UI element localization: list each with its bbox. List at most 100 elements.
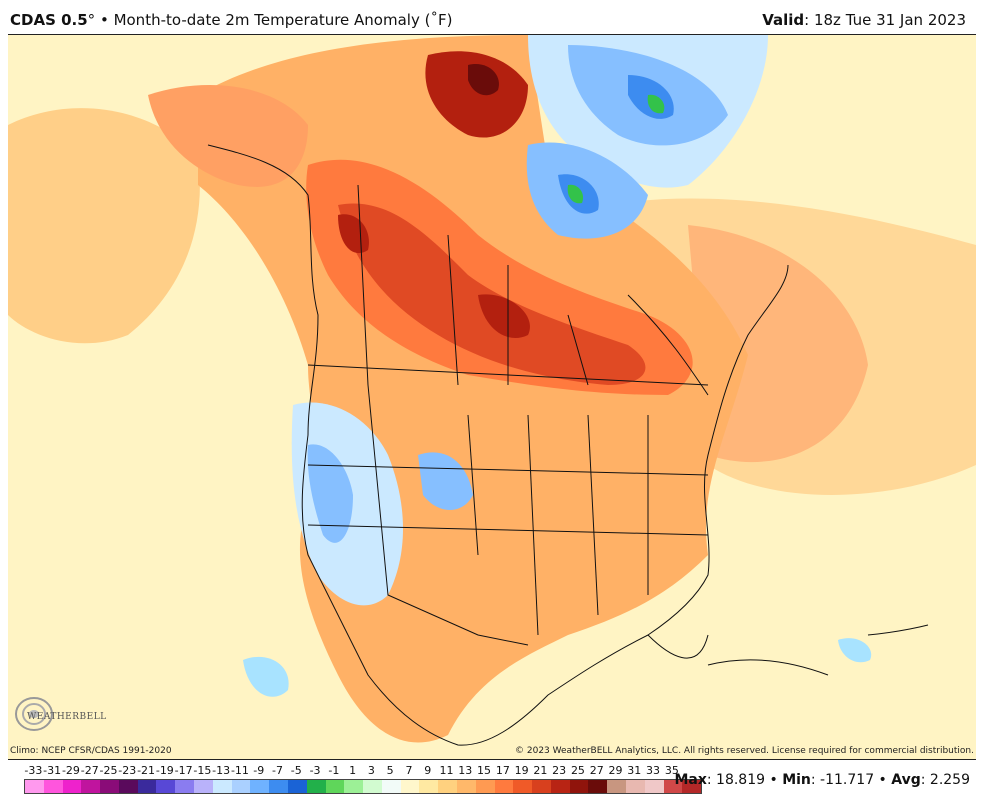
max-value: : 18.819 • [706,772,783,788]
legend-swatch [550,780,570,793]
west-us-colder-anomaly [307,444,353,543]
min-label: Min [782,772,811,788]
legend-swatch [43,780,63,793]
legend-swatch [400,780,420,793]
weatherbell-logo: WEATHERBELL [12,694,106,736]
legend-swatch [588,780,608,793]
climo-note: Climo: NCEP CFSR/CDAS 1991-2020 [10,746,172,756]
pacific-cold-patch [243,656,289,697]
valid-label: Valid [762,11,805,29]
legend-swatch [569,780,589,793]
legend-tick-label: 21 [533,764,548,777]
legend-swatch [344,780,364,793]
legend-swatch [81,780,101,793]
pacific-warm-region [8,108,200,344]
legend-tick-label: -5 [290,764,302,777]
legend-tick-label: -15 [193,764,212,777]
legend-swatch [194,780,213,793]
anomaly-map [8,34,976,760]
legend-swatch [212,780,232,793]
legend-tick-label: -27 [80,764,99,777]
logo-text: WEATHERBELL [27,712,107,722]
legend-swatch [532,780,551,793]
legend-tick-label: -11 [230,764,249,777]
legend-tick-label: -21 [137,764,156,777]
legend-swatch [25,780,44,793]
legend-tick-label: -7 [272,764,283,777]
arctic-peak-anomaly [468,64,499,96]
valid-value: : 18z Tue 31 Jan 2023 [804,11,966,29]
legend-tick-label: 27 [589,764,604,777]
legend-tick-label: -19 [155,764,174,777]
legend-tick-label: 13 [458,764,473,777]
legend-tick-label: -17 [174,764,193,777]
legend-tick-label: -9 [253,764,265,777]
avg-value: : 2.259 [920,772,970,788]
baffin-green-anomaly [567,184,584,204]
legend-swatch [118,780,138,793]
legend-swatch [456,780,476,793]
arctic-extreme-anomaly [425,51,528,138]
legend-swatch [100,780,119,793]
legend-tick-label: -3 [309,764,321,777]
rockies-cold-anomaly [418,452,473,510]
legend-labels: -33 -31 -29 -27 -25 -23 -21 -19 -17 -15 -13 -11 -9 -7… [14,764,714,778]
legend-tick-label: 9 [424,764,432,777]
legend-swatch [287,780,307,793]
legend-swatch [438,780,457,793]
avg-label: Avg [891,772,921,788]
title-separator: • [95,11,114,29]
min-value: : -11.717 • [810,772,892,788]
product-name: Month-to-date 2m Temperature Anomaly (˚F… [113,11,453,29]
legend-tick-label: 29 [608,764,623,777]
degree-symbol: ° [87,11,96,29]
legend-tick-label: -29 [61,764,80,777]
stats-readout: Max: 18.819 • Min: -11.717 • Avg: 2.259 [674,772,970,788]
legend-tick-label: 19 [514,764,529,777]
logo-swirl-icon [15,697,53,731]
legend-tick-label: 31 [627,764,642,777]
legend-swatch [663,780,683,793]
model-name: CDAS 0.5 [10,11,88,29]
legend-tick-label: 17 [495,764,510,777]
map-title: CDAS 0.5° • Month-to-date 2m Temperature… [10,11,452,29]
legend-swatch [325,780,345,793]
legend-swatch [231,780,251,793]
legend-tick-label: -25 [99,764,118,777]
header: CDAS 0.5° • Month-to-date 2m Temperature… [0,0,984,34]
legend-swatch [306,780,326,793]
legend-tick-label: -23 [118,764,137,777]
legend-tick-label: 35 [664,764,679,777]
legend-swatch [682,780,702,793]
legend-tick-label: 1 [349,764,357,777]
legend-swatch [381,780,401,793]
map-boundaries [207,144,929,746]
legend-swatch [475,780,495,793]
legend-tick-label: -31 [43,764,62,777]
legend-swatch [156,780,176,793]
copyright-note: © 2023 WeatherBELL Analytics, LLC. All r… [515,746,974,756]
legend-tick-label: 5 [386,764,394,777]
legend-tick-label: -33 [24,764,43,777]
valid-time: Valid: 18z Tue 31 Jan 2023 [762,11,966,29]
greenland-green-anomaly [647,94,665,114]
alaska-warm-anomaly [148,85,308,187]
legend-swatch [175,780,195,793]
legend-tick-label: 3 [367,764,375,777]
legend-swatch [62,780,82,793]
caribbean-cold-patch [838,638,872,663]
max-label: Max [674,772,707,788]
legend-swatch [494,780,514,793]
legend-swatch [607,780,626,793]
prairie-peak-anomaly [478,294,530,339]
legend-swatch [513,780,533,793]
legend-tick-label: 7 [405,764,413,777]
legend-swatch [644,780,664,793]
legend-swatch [269,780,288,793]
legend-swatch [626,780,645,793]
legend-tick-label: 33 [646,764,661,777]
legend-tick-label: 15 [477,764,492,777]
legend-swatch [363,780,382,793]
legend-swatch [419,780,439,793]
legend-tick-label: -1 [328,764,340,777]
